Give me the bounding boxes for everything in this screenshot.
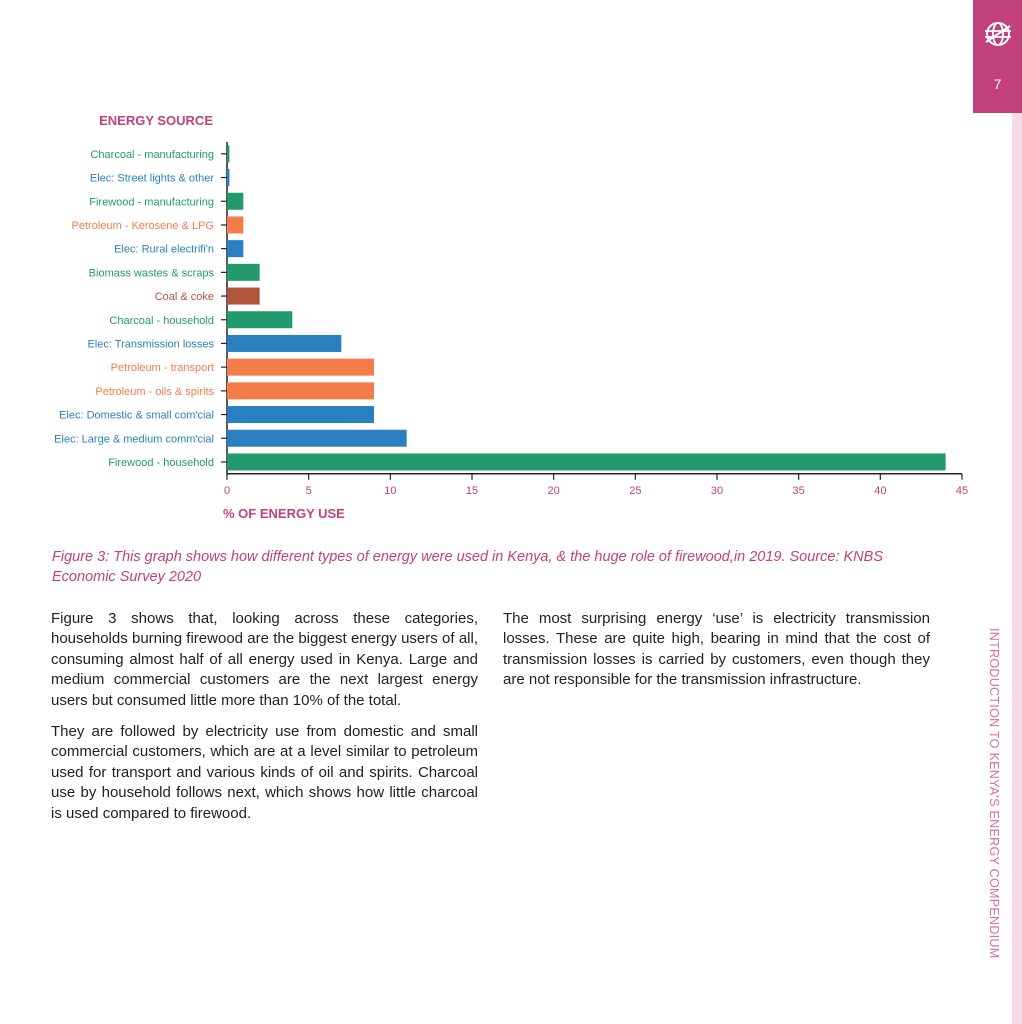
x-tick-label: 15 (466, 485, 478, 497)
bar (227, 216, 244, 234)
bar (227, 192, 244, 210)
category-label: Biomass wastes & scraps (89, 267, 215, 279)
page-number: 7 (993, 76, 1002, 92)
bar (227, 429, 407, 447)
body-column-left: Figure 3 shows that, looking across thes… (51, 609, 478, 835)
page-tab: 7 (973, 0, 1022, 113)
category-label: Coal & coke (155, 291, 214, 303)
x-tick-label: 5 (306, 485, 312, 497)
bar (227, 311, 293, 329)
paragraph: Figure 3 shows that, looking across thes… (51, 610, 478, 709)
x-tick-label: 0 (224, 485, 230, 497)
bar (227, 145, 230, 163)
category-label: Charcoal - household (109, 315, 214, 327)
x-tick-label: 10 (384, 485, 396, 497)
bar (227, 358, 374, 376)
body-column-right: The most surprising energy ‘use’ is elec… (503, 609, 930, 702)
category-label: Elec: Street lights & other (90, 173, 214, 185)
bar (227, 240, 244, 258)
x-tick-label: 25 (629, 485, 641, 497)
x-tick-label: 40 (874, 485, 886, 497)
bar (227, 169, 230, 187)
running-title: INTRODUCTION TO KENYA'S ENERGY COMPENDIU… (987, 628, 1001, 959)
x-axis-title: % OF ENERGY USE (223, 506, 345, 521)
category-label: Petroleum - Kerosene & LPG (72, 220, 214, 232)
bar (227, 382, 374, 400)
category-label: Elec: Rural electrifi'n (114, 244, 214, 256)
figure-caption: Figure 3: This graph shows how different… (52, 549, 883, 585)
category-label: Elec: Domestic & small com'cial (59, 410, 214, 422)
x-tick-label: 20 (548, 485, 560, 497)
category-label: Elec: Large & medium comm'cial (54, 433, 214, 445)
category-label: Elec: Transmission losses (87, 338, 214, 350)
bar (227, 287, 260, 305)
globe-icon (985, 22, 1011, 46)
side-strip (1012, 113, 1022, 1024)
category-label: Charcoal - manufacturing (90, 149, 214, 161)
energy-bar-chart: ENERGY SOURCE Charcoal - manufacturing El… (54, 113, 968, 521)
paragraph: The most surprising energy ‘use’ is elec… (503, 610, 930, 689)
bar (227, 334, 342, 352)
category-label: Petroleum - transport (111, 362, 214, 374)
category-label: Firewood - household (108, 457, 214, 469)
bar (227, 263, 260, 281)
category-label: Petroleum - oils & spirits (95, 386, 214, 398)
bar (227, 406, 374, 424)
x-tick-label: 30 (711, 485, 723, 497)
paragraph: They are followed by electricity use fro… (51, 723, 478, 822)
x-tick-label: 45 (956, 485, 968, 497)
x-tick-label: 35 (793, 485, 805, 497)
category-label: Firewood - manufacturing (89, 196, 214, 208)
y-axis-title: ENERGY SOURCE (99, 113, 213, 128)
bar (227, 453, 946, 471)
